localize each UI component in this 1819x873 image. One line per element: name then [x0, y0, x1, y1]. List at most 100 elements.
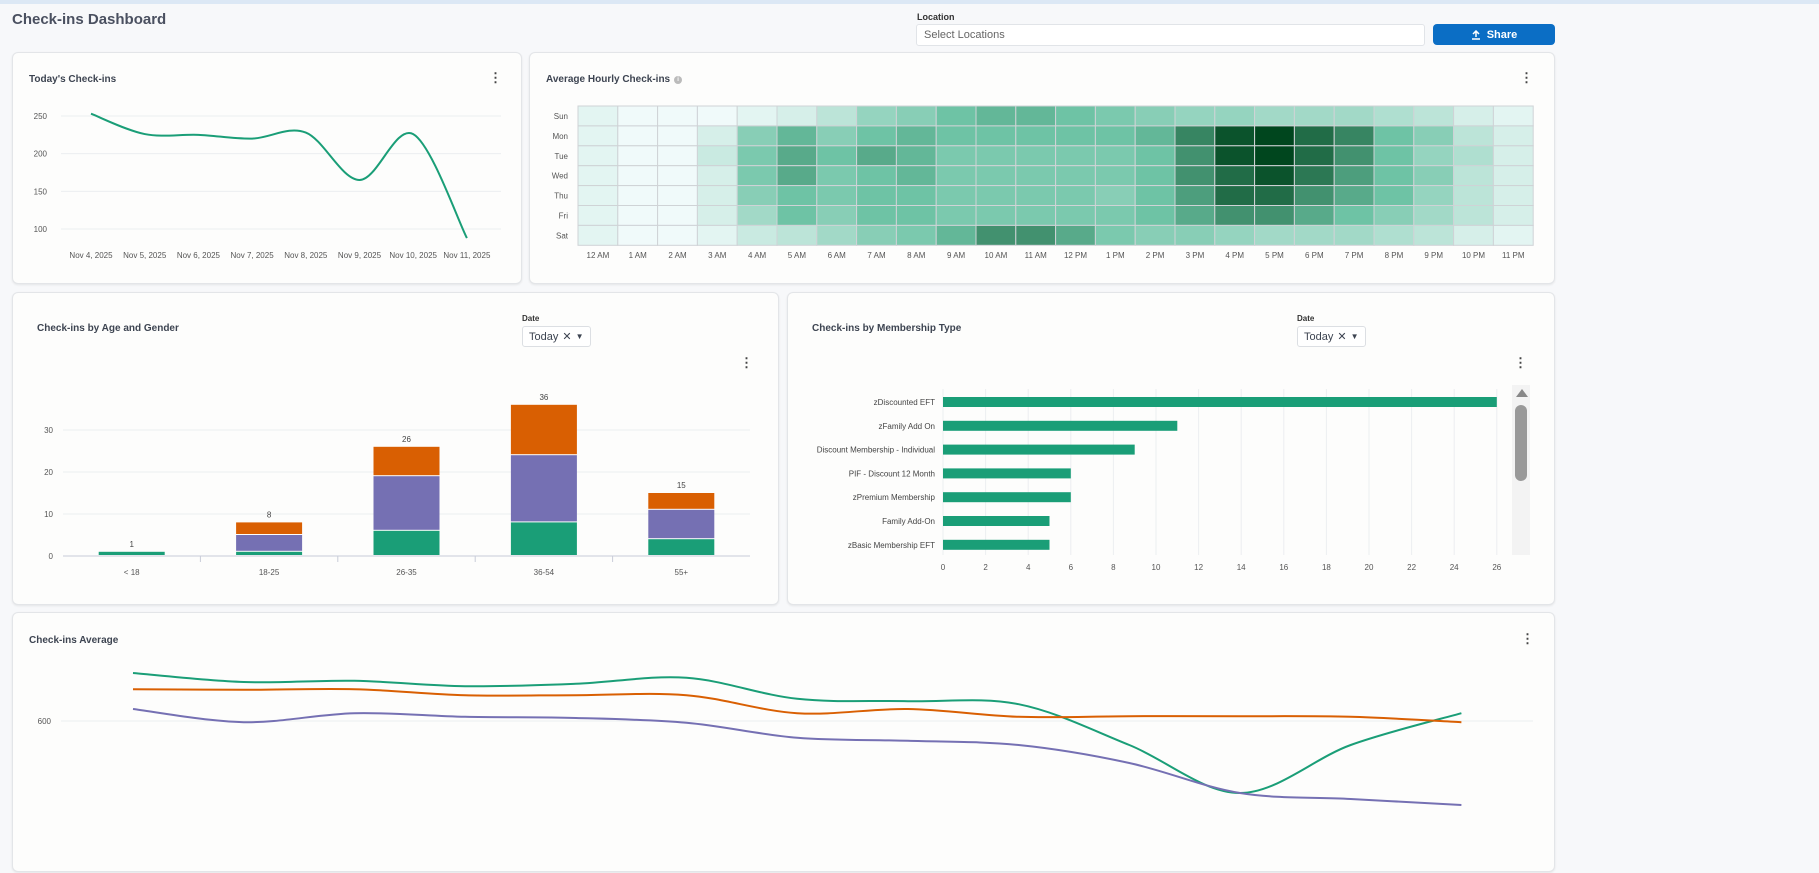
more-options-icon[interactable]: ⋮: [1514, 355, 1527, 370]
card-title: Average Hourly Check-ins i: [546, 74, 683, 85]
bar-segment: [373, 446, 440, 476]
y-tick-label: 0: [49, 552, 54, 561]
heatmap-cell: [1174, 185, 1216, 207]
heatmap-cell: [1214, 185, 1256, 207]
more-options-icon[interactable]: ⋮: [1521, 631, 1534, 646]
series-line: [90, 112, 468, 239]
bar-segment: [236, 551, 303, 555]
heatmap-cell: [1293, 125, 1335, 147]
clear-icon[interactable]: ✕: [562, 331, 572, 343]
card-title: Check-ins Average: [29, 635, 119, 646]
heatmap-cell: [617, 145, 659, 167]
column-label: 10 AM: [985, 251, 1008, 260]
date-filter[interactable]: Today ✕ ▼: [1297, 326, 1366, 347]
heatmap-cell: [1254, 165, 1295, 187]
column-label: 11 PM: [1502, 251, 1525, 260]
info-icon[interactable]: i: [674, 76, 683, 84]
heatmap-cell: [1174, 224, 1216, 246]
heatmap-cell: [1214, 125, 1256, 147]
y-tick-label: 30: [44, 426, 53, 435]
heatmap-cell: [816, 105, 858, 127]
heatmap-cell: [1214, 165, 1256, 187]
column-label: 5 AM: [788, 251, 807, 260]
heatmap-cell: [1134, 145, 1176, 167]
heatmap-cell: [895, 185, 937, 207]
column-label: 10 PM: [1462, 251, 1485, 260]
heatmap-cell: [1015, 145, 1057, 167]
heatmap-cell: [1333, 224, 1375, 246]
y-tick-label: 20: [44, 468, 53, 477]
heatmap-cell: [1214, 205, 1256, 226]
heatmap-cell: [1453, 205, 1494, 226]
bar: [943, 539, 1050, 550]
heatmap-cell: [1492, 185, 1534, 207]
location-select[interactable]: Select Locations: [916, 24, 1425, 46]
share-button[interactable]: Share: [1433, 24, 1555, 45]
x-tick-label: Nov 6, 2025: [177, 251, 221, 260]
todays-checkins-card: Today's Check-ins ⋮ 250 200 150 100 Nov 4, 2…: [12, 52, 522, 284]
column-label: 6 AM: [828, 251, 847, 260]
scrollbar-thumb[interactable]: [1515, 405, 1527, 481]
card-title-text: Average Hourly Check-ins: [546, 74, 671, 85]
x-tick-label: Nov 5, 2025: [123, 251, 167, 260]
date-filter[interactable]: Today ✕ ▼: [522, 326, 591, 347]
heatmap-cell: [1254, 105, 1295, 127]
heatmap-cell: [657, 125, 698, 147]
heatmap-cell: [1453, 125, 1494, 147]
more-options-icon[interactable]: ⋮: [740, 355, 753, 370]
scroll-up-arrow[interactable]: [1516, 389, 1528, 397]
bar-segment: [510, 455, 577, 522]
heatmap-cell: [1293, 145, 1335, 167]
todays-checkins-chart: 250 200 150 100 Nov 4, 2025 Nov 5, 2025 Nov 6,…: [34, 112, 501, 260]
x-tick-label: Nov 9, 2025: [338, 251, 382, 260]
column-label: 3 PM: [1186, 251, 1205, 260]
heatmap-cell: [1492, 165, 1534, 187]
heatmap-cell: [1293, 185, 1335, 207]
heatmap-cell: [696, 105, 738, 127]
column-label: 11 AM: [1025, 251, 1047, 260]
x-tick-label: 36-54: [534, 568, 555, 577]
y-tick-label: 250: [34, 112, 48, 121]
heatmap-cell: [975, 205, 1017, 226]
heatmap-cell: [1413, 185, 1455, 207]
heatmap-cell: [696, 125, 738, 147]
heatmap-cell: [1134, 105, 1176, 127]
card-title: Today's Check-ins: [29, 74, 117, 85]
heatmap-cell: [617, 185, 659, 207]
heatmap-cell: [895, 145, 937, 167]
x-tick-label: Nov 7, 2025: [231, 251, 275, 260]
more-options-icon[interactable]: ⋮: [489, 70, 502, 85]
scrollbar-track[interactable]: [1512, 385, 1530, 555]
heatmap-cell: [1254, 145, 1295, 167]
x-tick-label: 6: [1069, 563, 1074, 572]
heatmap-cell: [935, 205, 977, 226]
y-tick-label: 150: [34, 187, 48, 196]
heatmap-cell: [975, 105, 1017, 127]
row-label: Mon: [552, 132, 568, 141]
heatmap-cell: [1015, 205, 1057, 226]
column-label: 7 AM: [867, 251, 886, 260]
column-label: 4 PM: [1225, 251, 1244, 260]
more-options-icon[interactable]: ⋮: [1520, 70, 1533, 85]
heatmap-cell: [895, 205, 937, 226]
clear-icon[interactable]: ✕: [1337, 331, 1347, 343]
heatmap-cell: [657, 105, 698, 127]
heatmap-cell: [1333, 165, 1375, 187]
x-tick-label: 18-25: [259, 568, 280, 577]
column-label: 12 AM: [587, 251, 610, 260]
heatmap-cell: [1373, 165, 1415, 187]
heatmap-cell: [1015, 105, 1057, 127]
heatmap-cell: [975, 145, 1017, 167]
heatmap-cell: [1055, 224, 1096, 246]
heatmap-cell: [1453, 224, 1494, 246]
heatmap-cell: [657, 185, 698, 207]
caret-down-icon: ▼: [575, 332, 584, 341]
heatmap-cell: [1134, 205, 1176, 226]
heatmap-cell: [1174, 205, 1216, 226]
hourly-checkins-card: Average Hourly Check-ins i ⋮ Sun Mon Tue Wed…: [529, 52, 1555, 284]
heatmap-cell: [856, 105, 897, 127]
heatmap-cell: [895, 165, 937, 187]
bar-segment: [373, 530, 440, 555]
heatmap-cell: [1373, 205, 1415, 226]
x-tick-label: 14: [1237, 563, 1246, 572]
